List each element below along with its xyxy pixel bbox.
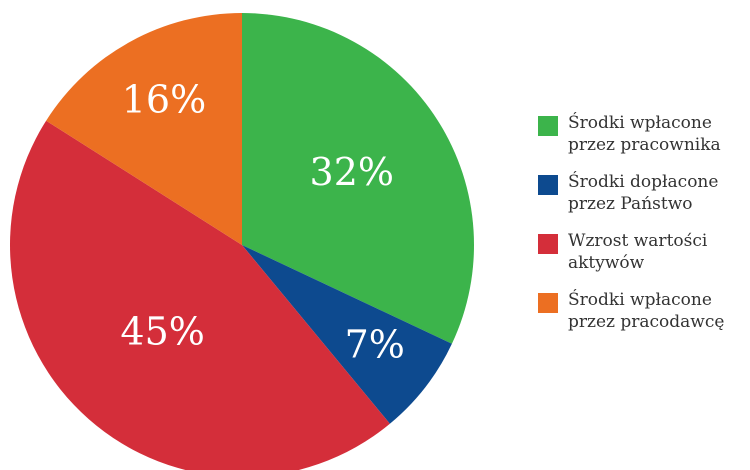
- slice-label-employer: 16%: [122, 78, 206, 122]
- pie-chart: 32% 7% 45% 16%: [10, 13, 475, 470]
- legend-swatch-employee: [538, 116, 558, 136]
- legend-label-state-line2: przez Państwo: [568, 194, 693, 214]
- pie-slice-employee: [242, 13, 475, 344]
- pie-slice-growth: [10, 120, 390, 470]
- legend-swatch-employer: [538, 293, 558, 313]
- legend-label-employer-line1: Środki wpłacone: [568, 290, 712, 310]
- legend-label-growth-line2: aktywów: [568, 253, 645, 273]
- slice-label-growth: 45%: [120, 310, 204, 354]
- legend-label-employer-line2: przez pracodawcę: [568, 312, 725, 332]
- legend-item-state: Środki dopłacone przez Państwo: [538, 171, 750, 230]
- slice-label-employee: 32%: [310, 150, 394, 194]
- legend-label-employee-line1: Środki wpłacone: [568, 113, 712, 133]
- slice-label-state: 7%: [345, 322, 405, 366]
- legend-item-employer: Środki wpłacone przez pracodawcę: [538, 289, 750, 348]
- legend-label-employee-line2: przez pracownika: [568, 135, 721, 155]
- pie-slice-state: [242, 245, 452, 424]
- legend: Środki wpłacone przez pracownika Środki …: [538, 112, 750, 348]
- legend-label-state-line1: Środki dopłacone: [568, 172, 719, 192]
- legend-label-growth-line1: Wzrost wartości: [568, 231, 708, 251]
- legend-item-growth: Wzrost wartości aktywów: [538, 230, 750, 289]
- legend-swatch-growth: [538, 234, 558, 254]
- legend-item-employee: Środki wpłacone przez pracownika: [538, 112, 750, 171]
- pie-slice-employer: [46, 13, 242, 245]
- legend-swatch-state: [538, 175, 558, 195]
